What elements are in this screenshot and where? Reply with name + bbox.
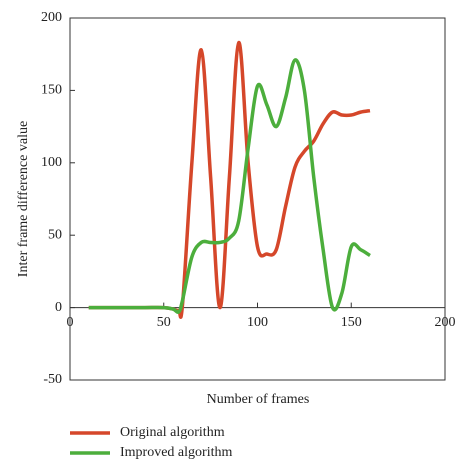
plot-frame <box>69 17 446 381</box>
x-tick-label: 50 <box>157 315 171 330</box>
x-axis-label: Number of frames <box>207 392 310 407</box>
series-line <box>88 58 371 315</box>
y-tick-label: 0 <box>55 300 62 315</box>
y-axis-label: Inter frame difference value <box>16 121 31 277</box>
legend-label: Improved algorithm <box>120 445 232 460</box>
x-tick-label: 150 <box>341 315 362 330</box>
x-tick-label: 200 <box>435 315 456 330</box>
y-tick-label: 150 <box>41 83 62 98</box>
y-tick-label: 50 <box>48 227 62 242</box>
y-tick-label: 100 <box>41 155 62 170</box>
x-tick-label: 100 <box>247 315 268 330</box>
y-tick-label: -50 <box>43 372 62 387</box>
y-tick-label: 200 <box>41 10 62 25</box>
legend-label: Original algorithm <box>120 425 225 440</box>
x-tick-label: 0 <box>67 315 74 330</box>
legend: Original algorithm Improved algorithm <box>70 425 232 460</box>
